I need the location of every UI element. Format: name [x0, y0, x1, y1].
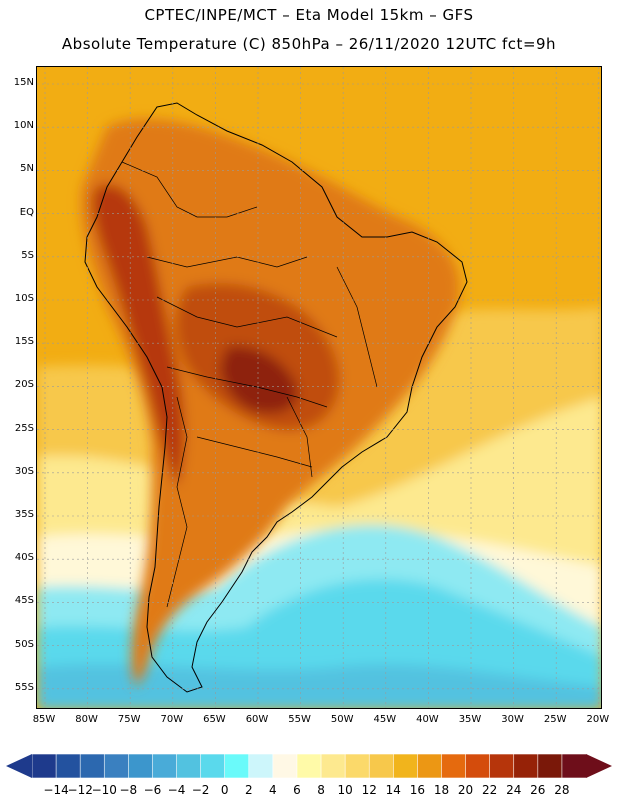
lon-label: 70W [160, 714, 184, 725]
colorbar-segment [79, 753, 106, 779]
colorbar-tick-label: 20 [457, 783, 474, 797]
colorbar-segment [561, 753, 587, 779]
colorbar-segment [200, 753, 226, 779]
colorbar-tick-label: 16 [409, 783, 426, 797]
colorbar-segment [55, 753, 81, 779]
colorbar-tick-label: −6 [143, 783, 162, 797]
colorbar-segment [176, 753, 202, 779]
lat-label: 35S [14, 509, 34, 520]
lon-label: 40W [416, 714, 439, 725]
colorbar-tick-label: 28 [554, 783, 570, 797]
lon-label: 75W [117, 714, 141, 725]
colorbar-segment [368, 753, 395, 779]
colorbar-segment [417, 753, 443, 779]
lat-label: 5S [21, 249, 34, 261]
colorbar-segment [393, 753, 419, 779]
core-hot-28 [220, 346, 298, 414]
lat-label: 5N [20, 163, 34, 175]
colorbar-tick-label: 0 [220, 783, 229, 797]
lat-label: 30S [14, 465, 34, 477]
colorbar-segment [465, 753, 491, 779]
colorbar-segment [320, 753, 346, 779]
colorbar-tick-label: 22 [482, 783, 498, 797]
lat-label: 50S [14, 638, 34, 650]
colorbar-tick-label: −10 [91, 783, 117, 797]
lat-lon-grid [37, 67, 601, 708]
colorbar-tick-label: 18 [433, 783, 450, 797]
map-title-line1: CPTEC/INPE/MCT – Eta Model 15km – GFS [144, 6, 474, 24]
colorbar-tick-label: 24 [506, 783, 522, 797]
colorbar-segment [224, 753, 250, 779]
colorbar-segment [296, 753, 322, 779]
lat-label: 45S [14, 595, 34, 607]
colorbar-segment [344, 753, 371, 779]
lat-label: 20S [14, 379, 34, 391]
colorbar-tick-label: 10 [337, 783, 353, 797]
lat-label: 15S [14, 336, 34, 348]
colorbar-tick-label: 2 [244, 783, 253, 797]
colorbar-segment [128, 753, 154, 779]
colorbar-tick-label: 8 [317, 783, 325, 797]
lat-label: 55S [14, 681, 34, 693]
lon-label: 20W [586, 714, 610, 725]
lon-label: 55W [288, 714, 311, 725]
lon-label: 50W [330, 714, 354, 725]
colorbar-tick-label: −12 [67, 783, 93, 797]
map-title-line2: Absolute Temperature (C) 850hPa – 26/11/… [61, 35, 557, 53]
country-borders [121, 161, 378, 608]
temperature-colorbar [6, 753, 612, 779]
colorbar-left-arrow [6, 754, 32, 778]
lon-label: 85W [32, 714, 56, 725]
colorbar-segment [537, 753, 563, 779]
south-america-coastline [84, 102, 468, 693]
colorbar-tick-label: −4 [167, 783, 186, 797]
colorbar-tick-label: −2 [191, 783, 210, 797]
colorbar-segment [489, 753, 515, 779]
colorbar-tick-label: 14 [385, 783, 401, 797]
colorbar-segment [441, 753, 467, 779]
colorbar-segment [103, 753, 130, 779]
andes-hot-26 [92, 184, 185, 487]
colorbar-tick-label: 26 [530, 783, 546, 797]
colorbar-tick-label: 12 [361, 783, 377, 797]
colorbar-right-arrow [586, 754, 612, 778]
lon-label: 25W [543, 714, 567, 725]
colorbar-segment [152, 753, 178, 779]
lon-label: 45W [373, 714, 397, 725]
colorbar-tick-label: 4 [269, 783, 277, 797]
colorbar-segment [248, 753, 274, 779]
colorbar-segment [31, 753, 57, 779]
lon-label: 35W [458, 714, 482, 725]
lon-label: 65W [203, 714, 226, 725]
lon-label: 30W [501, 714, 524, 725]
lat-label: EQ [19, 206, 34, 218]
lat-label: 15N [13, 77, 34, 88]
lat-label: 25S [14, 422, 34, 434]
colorbar-segment [272, 753, 298, 779]
lon-label: 60W [245, 714, 269, 725]
band-0 [37, 664, 601, 708]
lat-label: 10S [14, 293, 34, 304]
temperature-map [36, 66, 602, 709]
colorbar-tick-label: 6 [293, 783, 301, 797]
lat-label: 10N [13, 120, 34, 132]
lat-label: 40S [14, 552, 34, 564]
colorbar-segment [513, 753, 539, 779]
colorbar-tick-label: −8 [119, 783, 138, 797]
colorbar-tick-label: −14 [43, 783, 69, 797]
lon-label: 80W [75, 714, 98, 725]
